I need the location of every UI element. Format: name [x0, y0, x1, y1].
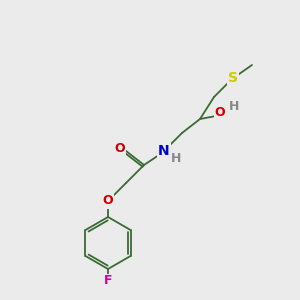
- Text: O: O: [215, 106, 225, 119]
- Text: F: F: [104, 274, 112, 287]
- Text: S: S: [228, 71, 238, 85]
- Text: H: H: [171, 152, 181, 166]
- Text: N: N: [158, 144, 170, 158]
- Text: O: O: [103, 194, 113, 208]
- Text: H: H: [229, 100, 239, 113]
- Text: O: O: [115, 142, 125, 155]
